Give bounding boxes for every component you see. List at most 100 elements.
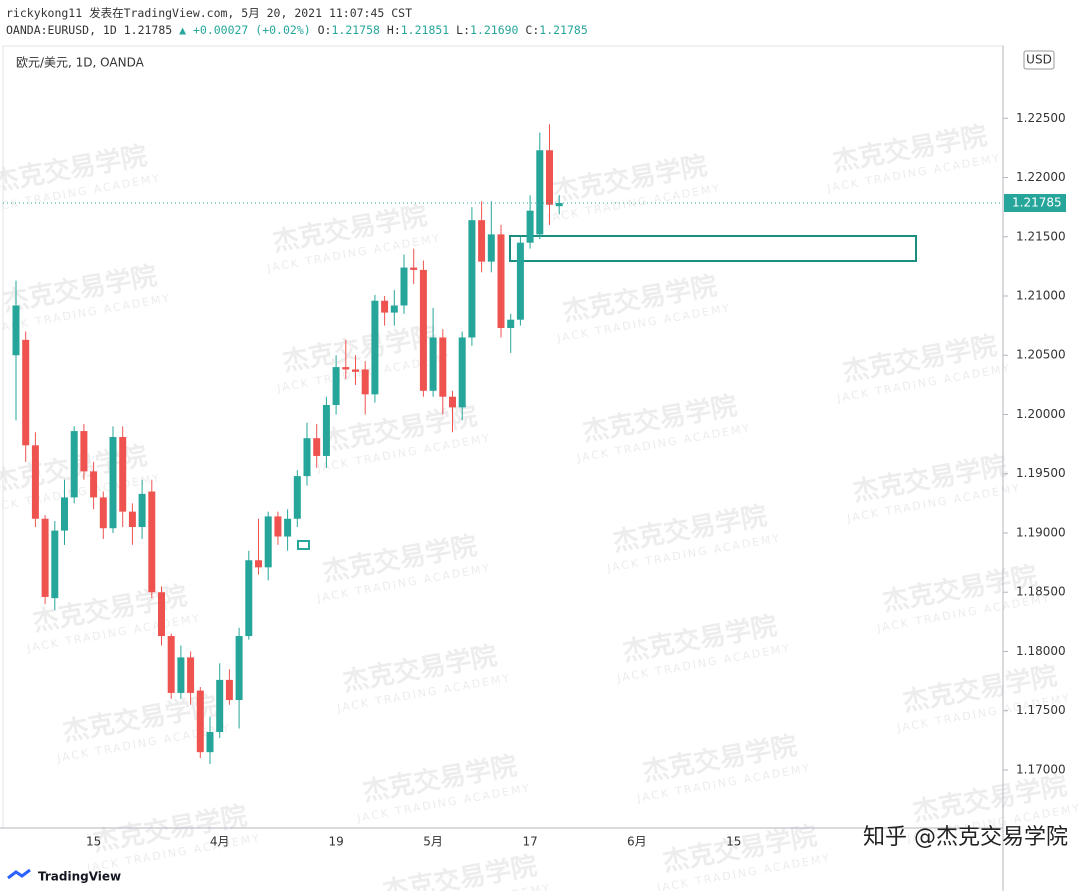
candle-body <box>507 319 515 328</box>
candle-body <box>109 437 117 529</box>
c-label: C: <box>525 23 540 37</box>
x-tick-label: 17 <box>522 835 537 849</box>
x-tick-label: 15 <box>86 835 101 849</box>
chart-title: 欧元/美元, 1D, OANDA <box>16 56 145 70</box>
candle-body <box>361 369 369 395</box>
last: 1.21785 <box>123 23 173 37</box>
y-tick-label: 1.20000 <box>1016 407 1066 421</box>
candle-body <box>322 405 330 456</box>
y-tick-label: 1.17500 <box>1016 703 1066 717</box>
candle-body <box>41 518 49 597</box>
y-tick-label: 1.20500 <box>1016 348 1066 362</box>
candle-body <box>128 511 136 528</box>
c: 1.21785 <box>539 23 588 37</box>
candle-body <box>61 497 68 531</box>
candle-body <box>206 732 214 753</box>
candle-body <box>12 305 20 356</box>
last-price-label: 1.21785 <box>1012 195 1062 209</box>
candle-body <box>497 234 505 328</box>
candle-body <box>90 471 98 498</box>
candle-body <box>313 438 321 456</box>
candle-body <box>419 269 427 391</box>
y-tick-label: 1.19500 <box>1016 466 1066 480</box>
candle-body <box>225 679 233 701</box>
y-tick-label: 1.22000 <box>1016 170 1066 184</box>
tv-logo <box>7 868 31 880</box>
candle-body <box>516 242 524 320</box>
candle-body <box>216 679 224 733</box>
candle-body <box>352 369 359 372</box>
candle-body <box>284 518 292 537</box>
candle-body <box>371 300 379 395</box>
candle-body <box>148 491 156 593</box>
candle-body <box>546 150 553 205</box>
x-tick-label: 6月 <box>627 835 647 849</box>
candle-body <box>235 636 243 701</box>
candle-body <box>429 337 437 391</box>
candle-body <box>439 337 447 397</box>
candle-body <box>468 220 476 338</box>
y-tick-label: 1.21000 <box>1016 289 1066 303</box>
candle-body <box>390 305 398 313</box>
credit: 知乎 @杰克交易学院 <box>863 825 1068 850</box>
candle-body <box>196 690 204 753</box>
candle-body <box>458 337 466 408</box>
candle-body <box>158 592 165 637</box>
candle-body <box>478 220 486 262</box>
y-tick-label: 1.19000 <box>1016 525 1066 539</box>
header-quote: OANDA:EURUSD, 1D 1.21785 ▲ +0.00027 (+0.… <box>6 23 588 37</box>
candle-body <box>264 516 272 568</box>
symbol: OANDA:EURUSD, 1D <box>6 23 117 37</box>
candle-body <box>119 437 127 512</box>
candle-body <box>332 367 340 406</box>
o: 1.21758 <box>331 23 380 37</box>
candle-body <box>22 339 30 446</box>
candle-body <box>167 636 175 693</box>
l: 1.21690 <box>470 23 519 37</box>
candle-body <box>449 396 456 408</box>
candle-body <box>303 438 311 477</box>
candle-body <box>177 657 185 693</box>
change: ▲ +0.00027 (+0.02%) <box>179 23 311 37</box>
last-price-box <box>1004 193 1066 212</box>
candle-body <box>381 300 389 313</box>
marker-box <box>297 540 310 550</box>
candle-body <box>255 560 262 568</box>
y-tick-label: 1.21500 <box>1016 229 1066 243</box>
candle-body <box>51 530 59 599</box>
watermark-cn: 杰克交易学院 <box>380 850 539 891</box>
candle-body <box>274 516 282 537</box>
candle-body <box>31 445 39 519</box>
candle-body <box>342 367 350 370</box>
x-tick-label: 15 <box>726 835 741 849</box>
o-label: O: <box>317 23 332 37</box>
brand: TradingView <box>38 870 121 884</box>
l-label: L: <box>456 23 471 37</box>
currency: USD <box>1026 53 1052 67</box>
x-tick-label: 5月 <box>423 835 443 849</box>
candle-body <box>187 657 195 693</box>
candle-body <box>410 267 418 270</box>
h: 1.21851 <box>400 23 450 37</box>
candle-body <box>99 497 107 529</box>
